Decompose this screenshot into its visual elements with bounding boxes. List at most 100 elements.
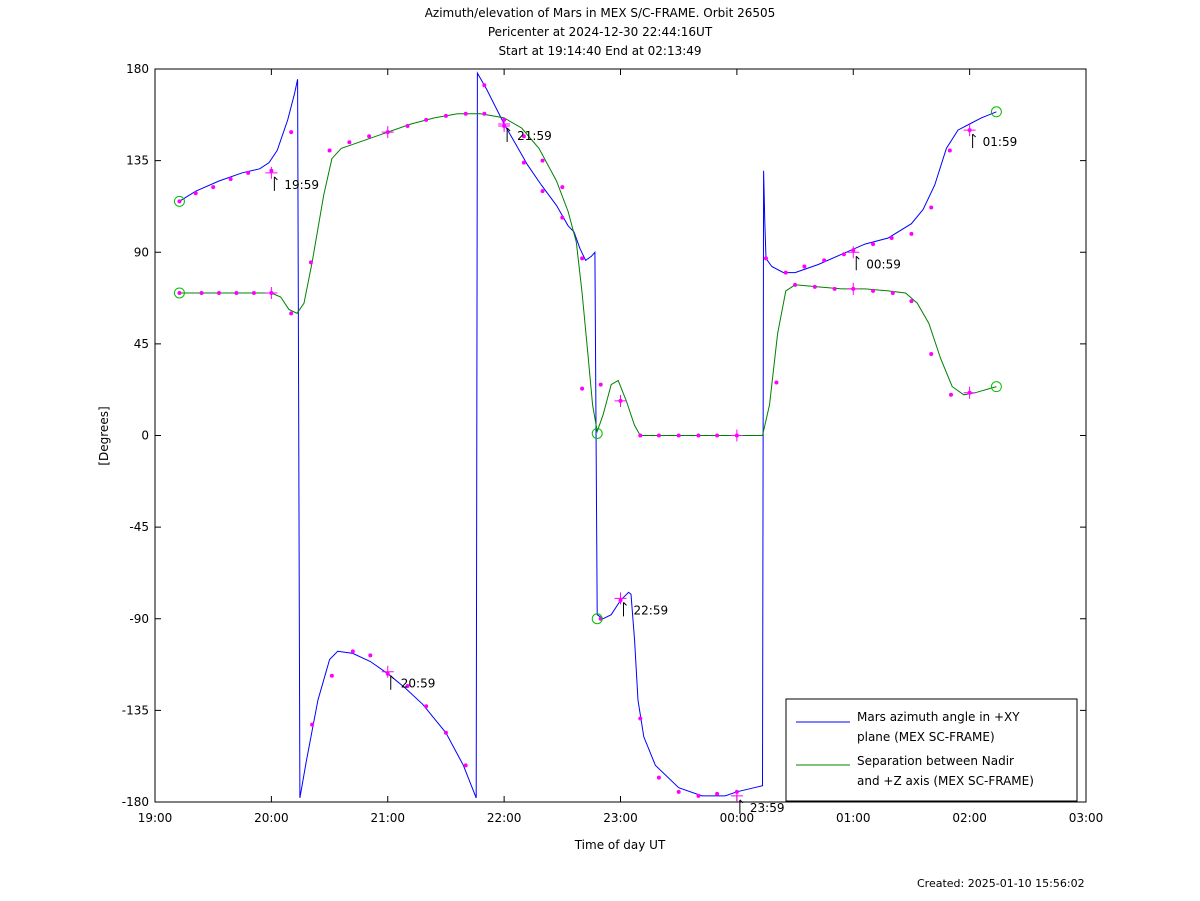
x-tick-label: 23:00 — [603, 811, 638, 825]
separation-point — [308, 260, 313, 265]
separation-point — [774, 380, 779, 385]
x-tick-label: 01:00 — [836, 811, 871, 825]
azimuth-point — [521, 160, 526, 165]
legend-label-separation-1: Separation between Nadir — [857, 754, 1014, 768]
x-tick-label: 21:00 — [370, 811, 405, 825]
separation-point — [598, 382, 603, 387]
y-tick-label: -135 — [122, 703, 149, 717]
azimuth-point — [656, 775, 661, 780]
separation-point — [521, 134, 526, 139]
time-label-pointer — [972, 133, 976, 149]
start-end-circle — [173, 195, 185, 207]
hour-marker — [265, 166, 278, 179]
time-label-pointer — [273, 176, 278, 191]
y-tick-label: -90 — [129, 612, 149, 626]
azimuth-point — [871, 242, 876, 247]
azimuth-point — [463, 763, 468, 768]
azimuth-point — [580, 256, 585, 261]
hour-marker — [847, 282, 860, 295]
azimuth-point — [802, 264, 807, 269]
separation-point — [482, 111, 487, 116]
time-label: 19:59 — [284, 178, 319, 192]
start-end-circle — [990, 381, 1002, 393]
separation-point — [929, 352, 934, 357]
x-tick-label: 02:00 — [952, 811, 987, 825]
hour-marker — [381, 126, 394, 139]
y-tick-label: 180 — [126, 62, 149, 76]
y-tick-label: 90 — [134, 245, 149, 259]
separation-point — [812, 284, 817, 289]
azimuth-point — [841, 252, 846, 257]
azimuth-point — [540, 189, 545, 194]
azimuth-point — [560, 215, 565, 220]
x-tick-label: 00:00 — [720, 811, 755, 825]
separation-point — [424, 117, 429, 122]
azimuth-point — [909, 231, 914, 236]
azimuth-point — [350, 649, 355, 654]
hour-marker — [381, 665, 394, 678]
azimuth-point — [405, 683, 410, 688]
chart-markers — [173, 83, 1002, 802]
legend-label-azimuth-1: Mars azimuth angle in +XY — [857, 710, 1020, 724]
separation-point — [560, 185, 565, 190]
separation-point — [347, 140, 352, 145]
legend-label-azimuth-2: plane (MEX SC-FRAME) — [857, 730, 995, 744]
azimuth-point — [638, 716, 643, 721]
chart-title-line1: Azimuth/elevation of Mars in MEX S/C-FRA… — [424, 6, 776, 20]
separation-point — [540, 158, 545, 163]
azimuth-point — [947, 148, 952, 153]
chart-legend: Mars azimuth angle in +XY plane (MEX SC-… — [785, 698, 1078, 802]
separation-point — [217, 290, 222, 295]
azimuth-point — [177, 199, 182, 204]
azimuth-point — [329, 673, 334, 678]
separation-point — [234, 290, 239, 295]
hour-marker — [730, 429, 743, 442]
separation-point — [199, 290, 204, 295]
hour-marker — [847, 246, 860, 259]
azimuth-point — [482, 83, 487, 88]
separation-point — [832, 286, 837, 291]
time-label-pointer — [390, 675, 395, 690]
separation-point — [909, 299, 914, 304]
x-tick-label: 19:00 — [138, 811, 173, 825]
azimuth-point — [246, 170, 251, 175]
start-end-circle — [173, 287, 185, 299]
azimuth-point — [193, 191, 198, 196]
chart-title-line3: Start at 19:14:40 End at 02:13:49 — [498, 44, 702, 58]
y-tick-label: 135 — [126, 154, 149, 168]
separation-point — [715, 433, 720, 438]
hour-marker — [614, 592, 627, 605]
y-tick-label: -180 — [122, 795, 149, 809]
separation-point — [676, 433, 681, 438]
time-label-pointer — [739, 799, 744, 814]
separation-point — [327, 148, 332, 153]
time-label: 20:59 — [401, 677, 436, 691]
azimuth-point — [228, 176, 233, 181]
time-label-pointer — [855, 255, 860, 271]
time-label: 23:59 — [750, 801, 785, 815]
azimuth-point — [368, 653, 373, 658]
hour-marker — [730, 789, 743, 802]
separation-point — [638, 433, 643, 438]
separation-point — [871, 288, 876, 293]
y-tick-label: 0 — [141, 429, 149, 443]
chart-title-line2: Pericenter at 2024-12-30 22:44:16UT — [487, 25, 713, 39]
time-label: 22:59 — [634, 603, 669, 617]
start-end-circle — [591, 613, 603, 625]
time-label: 00:59 — [866, 257, 901, 271]
x-tick-label: 20:00 — [254, 811, 289, 825]
azimuth-point — [889, 235, 894, 240]
time-label-pointer — [623, 602, 627, 617]
separation-point — [367, 134, 372, 139]
y-tick-label: -45 — [129, 520, 149, 534]
legend-label-separation-2: and +Z axis (MEX SC-FRAME) — [857, 774, 1034, 788]
azimuth-point — [763, 256, 768, 261]
series-line-separation — [179, 113, 997, 436]
y-tick-label: 45 — [134, 337, 149, 351]
azimuth-point — [783, 270, 788, 275]
azimuth-point — [715, 791, 720, 796]
hour-marker — [614, 394, 627, 407]
separation-point — [177, 290, 182, 295]
start-end-circle — [990, 106, 1002, 118]
